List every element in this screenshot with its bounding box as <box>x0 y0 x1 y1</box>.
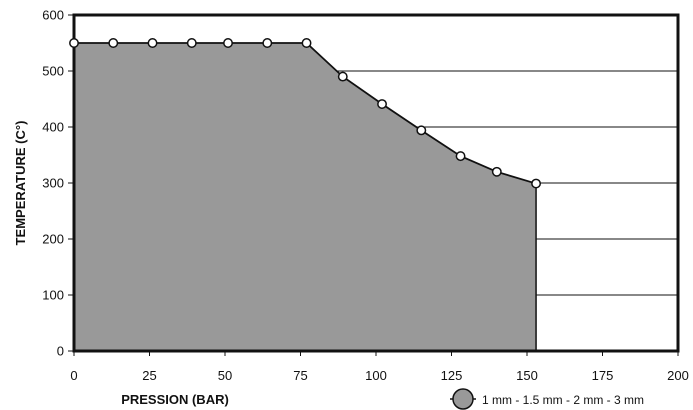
y-tick-label-100: 100 <box>42 288 64 303</box>
y-axis-title: TEMPERATURE (C°) <box>13 121 28 246</box>
tick-layer: 0 100 200 300 400 500 600 0 25 50 75 100 125 150 175 20… <box>42 8 689 384</box>
legend: 1 mm - 1.5 mm - 2 mm - 3 mm <box>450 388 644 410</box>
y-tick-label-400: 400 <box>42 120 64 135</box>
x-axis-title: PRESSION (BAR) <box>121 392 229 407</box>
data-point-6 <box>301 38 312 48</box>
data-point-0 <box>69 38 79 48</box>
x-tick-label-100: 100 <box>365 368 387 383</box>
y-tick-label-200: 200 <box>42 232 64 247</box>
data-point-4 <box>223 38 233 48</box>
data-point-7 <box>337 71 348 82</box>
x-tick-label-150: 150 <box>516 368 538 383</box>
data-point-3 <box>186 38 197 48</box>
data-point-10 <box>455 151 466 162</box>
data-point-12 <box>531 178 542 189</box>
data-point-8 <box>377 99 387 109</box>
y-tick-label-0: 0 <box>57 344 64 359</box>
y-tick-label-600: 600 <box>42 8 64 23</box>
x-tick-label-50: 50 <box>218 368 232 383</box>
x-tick-label-75: 75 <box>293 368 307 383</box>
data-point-1 <box>108 38 119 48</box>
legend-label: 1 mm - 1.5 mm - 2 mm - 3 mm <box>482 393 644 407</box>
data-point-9 <box>416 125 427 136</box>
x-tick-label-175: 175 <box>592 368 614 383</box>
data-point-11 <box>491 166 502 177</box>
x-tick-label-125: 125 <box>441 368 463 383</box>
y-tick-label-300: 300 <box>42 176 64 191</box>
x-tick-label-25: 25 <box>142 368 156 383</box>
y-tick-label-500: 500 <box>42 64 64 79</box>
marker-layer <box>69 38 542 189</box>
legend-marker-swatch <box>452 388 474 410</box>
data-point-5 <box>262 38 273 48</box>
x-tick-label-0: 0 <box>70 368 77 383</box>
data-point-2 <box>147 38 158 48</box>
x-tick-label-200: 200 <box>667 368 689 383</box>
series-area-fill <box>74 43 537 351</box>
area-layer <box>74 43 537 351</box>
